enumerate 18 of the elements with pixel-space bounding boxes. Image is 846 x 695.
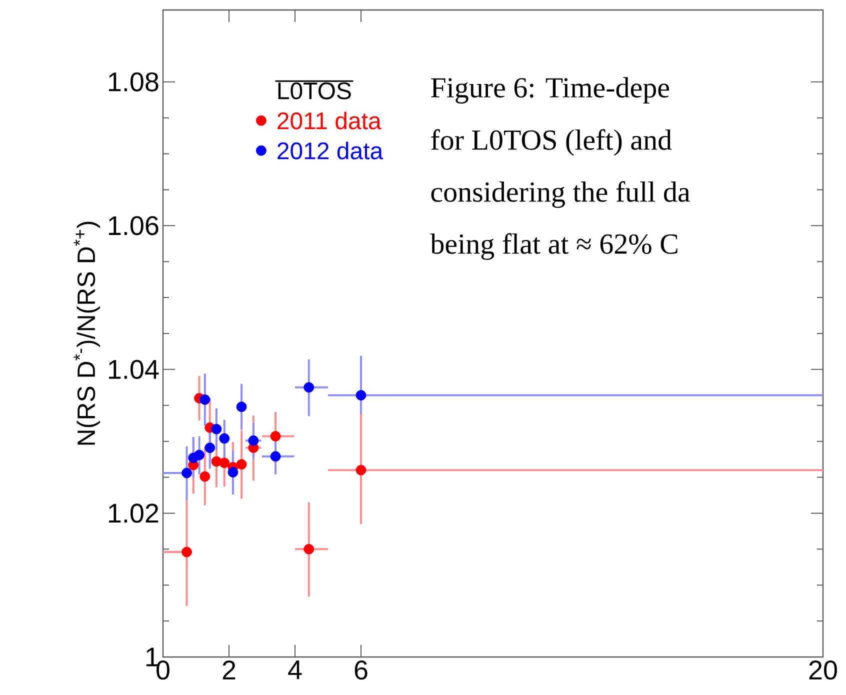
- x-tick-label: 0: [156, 660, 170, 680]
- annotation: for L0TOS (left) and: [431, 129, 672, 156]
- y-axis-title: N(RS D$^{*-}$)/N(RS D$^{*+}$): [74, 222, 100, 445]
- x-tick-label: 2: [222, 660, 236, 680]
- y-tick-label: 1.08: [108, 72, 158, 92]
- legend-label: 2011 data: [278, 112, 382, 130]
- y-tick-label: 1: [146, 648, 158, 666]
- annotation: being flat at ≈ 62% C: [430, 233, 678, 260]
- y-tick-label: 1.04: [108, 360, 159, 379]
- annotation: Figure 6: Time-depe: [431, 77, 670, 104]
- legend-title: L0TOS: [278, 82, 351, 100]
- x-tick-label: 6: [354, 660, 368, 680]
- annotation: considering the full da: [431, 181, 690, 208]
- y-tick-label: 1.02: [108, 504, 158, 523]
- legend-label: 2012 data: [278, 142, 384, 160]
- y-tick-label: 1.06: [108, 216, 158, 236]
- x-tick-label: 4: [288, 660, 302, 680]
- x-tick-label: 20: [809, 660, 837, 680]
